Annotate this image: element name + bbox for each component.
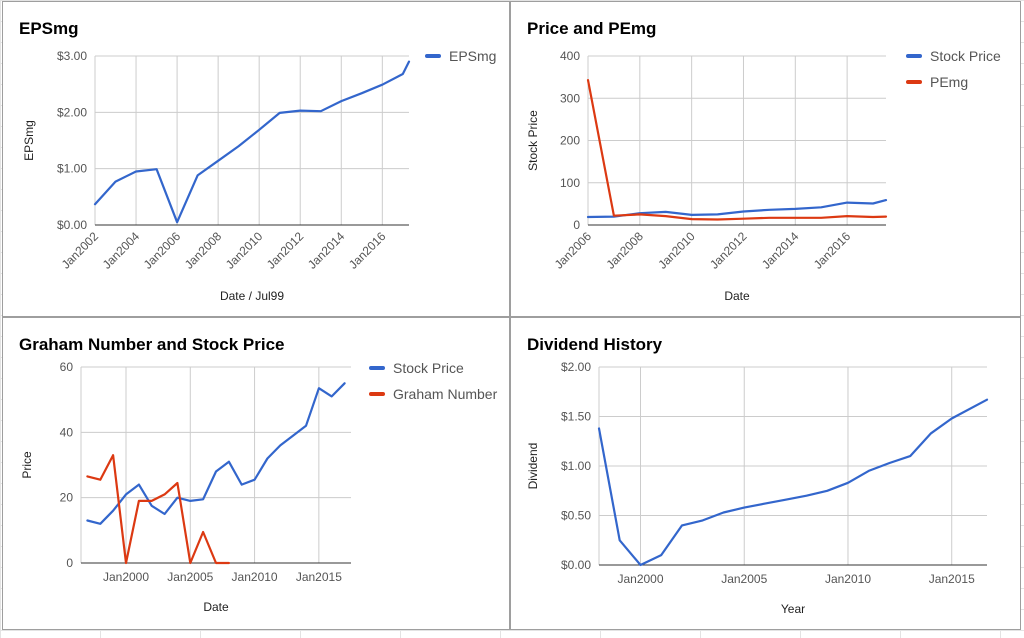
chart-panel-eps: EPSmg $0.00 $1.00 $2.00 $3.00 Jan2002 Jan2004 J… [2,1,510,317]
y-tick-label: 200 [560,134,580,148]
y-tick-label: 100 [560,176,580,190]
legend-label: Graham Number [393,386,498,402]
x-tick-label: Jan2000 [617,572,663,586]
y-tick-label: 60 [60,360,74,374]
chart-title: Dividend History [527,335,663,354]
chart-title: Price and PEmg [527,19,656,38]
x-tick-label: Jan2016 [811,229,854,272]
chart-panel-graham: Graham Number and Stock Price 0 20 40 60 Jan2… [2,317,510,630]
series-line-epsmg [93,60,411,224]
series-line-stock-price [586,199,888,219]
chart-title: EPSmg [19,19,79,38]
legend-label: Stock Price [930,48,1001,64]
series-line-pemg [586,78,888,221]
y-tick-label: 0 [66,556,73,570]
y-axis-label: Stock Price [526,110,540,171]
y-tick-label: 0 [573,218,580,232]
x-tick-label: Jan2015 [296,570,342,584]
y-axis-label: Price [20,451,34,479]
series-line-graham-number [86,454,230,565]
y-axis-label: Dividend [526,443,540,490]
series-line-stock-price [86,382,346,525]
series-line-dividend [597,398,989,567]
x-tick-label: Jan2005 [167,570,213,584]
chart-svg: Price and PEmg 0 100 200 300 400 Jan2006 Jan200… [526,19,1001,303]
x-tick-label: Jan2014 [305,229,348,272]
x-tick-label: Jan2004 [100,229,143,272]
x-tick-label: Jan2010 [223,229,266,272]
y-tick-label: $1.50 [561,410,591,424]
y-tick-label: 300 [560,91,580,105]
y-tick-label: $0.50 [561,509,591,523]
x-tick-label: Jan2016 [346,229,389,272]
x-tick-label: Jan2010 [655,229,698,272]
x-axis-label: Date / Jul99 [220,289,284,303]
y-tick-label: 400 [560,49,580,63]
y-tick-label: $3.00 [57,49,87,63]
y-tick-label: $2.00 [57,105,87,119]
x-tick-label: Jan2000 [103,570,149,584]
legend-label: PEmg [930,74,968,90]
x-axis-label: Date [724,289,750,303]
chart-svg: Dividend History $0.00 $0.50 $1.00 $1.50 $2.0… [526,335,989,616]
x-tick-label: Jan2014 [759,229,802,272]
y-tick-label: 40 [60,425,74,439]
x-tick-label: Jan2002 [59,229,102,272]
y-tick-label: $2.00 [561,360,591,374]
x-tick-label: Jan2010 [232,570,278,584]
x-tick-label: Jan2010 [825,572,871,586]
y-tick-label: $0.00 [57,218,87,232]
chart-svg: Graham Number and Stock Price 0 20 40 60 Jan2… [19,335,498,614]
y-tick-label: $1.00 [57,162,87,176]
y-axis-label: EPSmg [22,120,36,161]
x-tick-label: Jan2015 [929,572,975,586]
y-tick-label: $1.00 [561,459,591,473]
x-tick-label: Jan2008 [603,229,646,272]
x-axis-label: Date [203,600,229,614]
chart-svg: EPSmg$0.00$1.00$2.00$3.00Jan2002Jan2004J… [19,19,496,303]
chart-title: Graham Number and Stock Price [19,335,284,354]
x-tick-label: Jan2012 [707,229,750,272]
y-tick-label: 20 [60,491,74,505]
chart-panel-dividend: Dividend History $0.00 $0.50 $1.00 $1.50 $2.0… [510,317,1021,630]
legend-label: EPSmg [449,48,496,64]
x-tick-label: Jan2008 [182,229,225,272]
x-tick-label: Jan2006 [552,229,595,272]
x-axis-label: Year [781,602,805,616]
chart-panel-price-pe: Price and PEmg 0 100 200 300 400 Jan2006 Jan200… [510,1,1021,317]
x-tick-label: Jan2012 [264,229,307,272]
x-tick-label: Jan2005 [721,572,767,586]
legend-label: Stock Price [393,360,464,376]
x-tick-label: Jan2006 [141,229,184,272]
y-tick-label: $0.00 [561,558,591,572]
